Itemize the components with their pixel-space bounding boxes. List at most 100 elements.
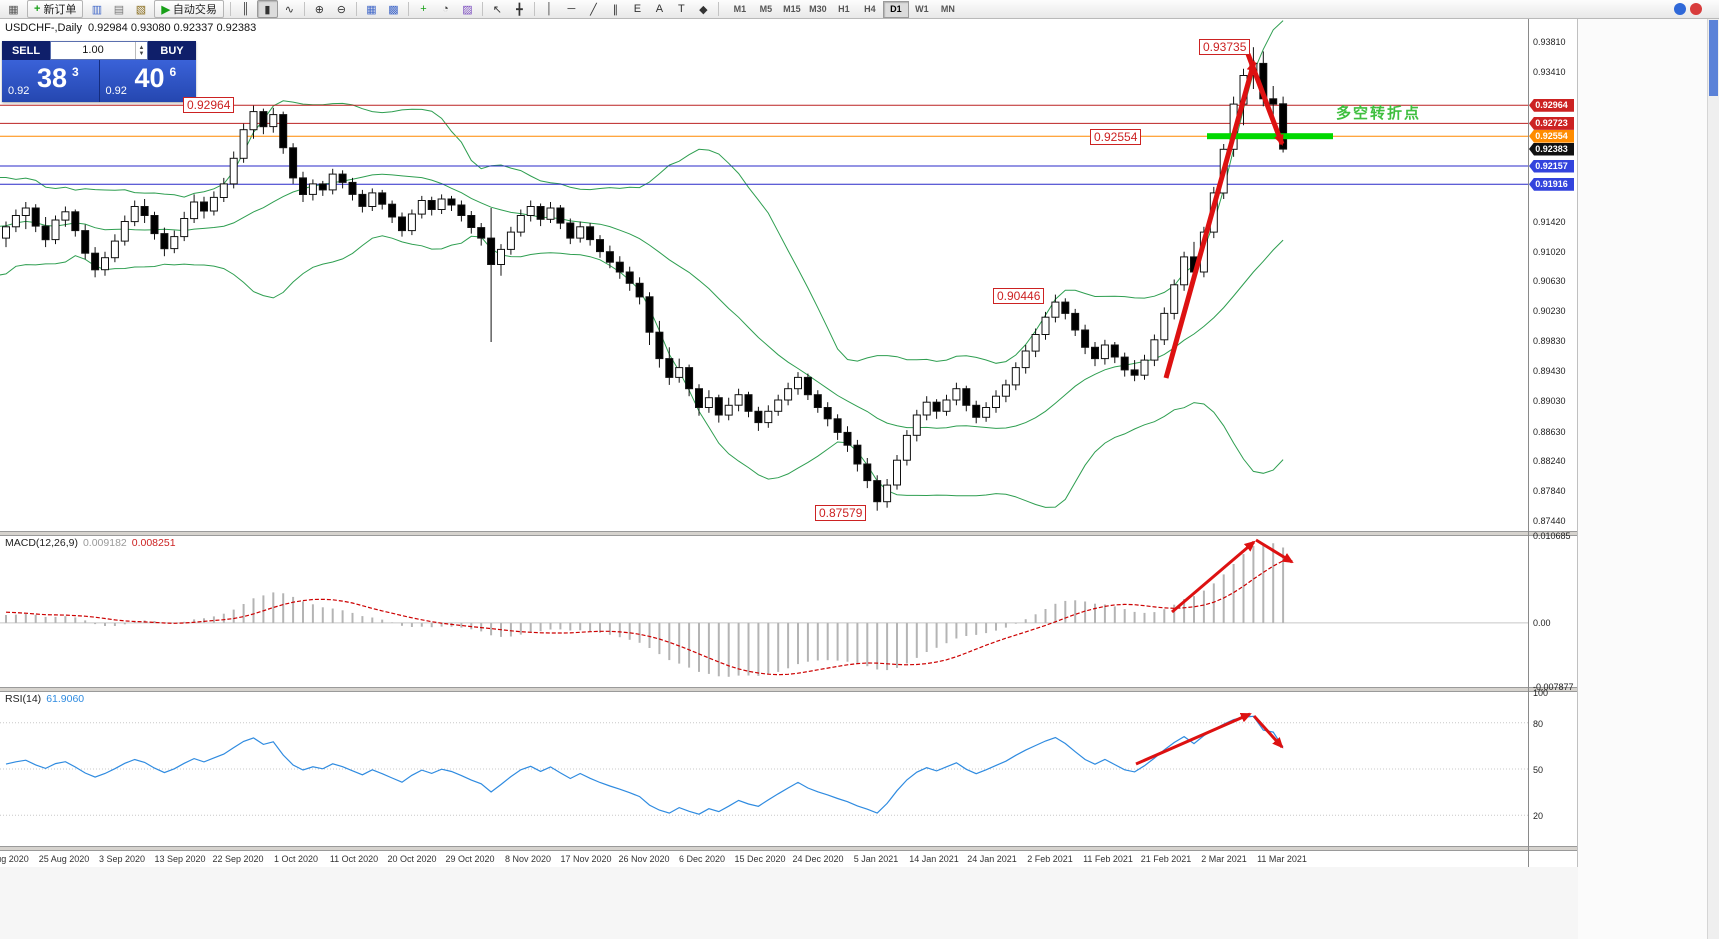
price-badge: 0.92964 [1529, 98, 1574, 112]
macd-axis-label: 0.010685 [1533, 531, 1571, 541]
price-badge: 0.92383 [1529, 142, 1574, 156]
date-label: 26 Nov 2020 [618, 854, 670, 864]
price-axis[interactable]: 0.93810 0.93410 0.91420 0.91020 0.90630 0.902… [1529, 0, 1576, 939]
text-label-icon[interactable]: T [678, 3, 685, 15]
rsi-value: 61.9060 [46, 693, 85, 705]
market-watch-icon[interactable]: ▥ [91, 3, 103, 16]
buy-price-tile[interactable]: 0.92 40 6 [99, 60, 196, 102]
price-callout[interactable]: 0.90446 [993, 288, 1045, 304]
macd-label: MACD(12,26,9) [5, 537, 78, 549]
price-callout[interactable]: 0.92554 [1090, 129, 1142, 145]
price-badge: 0.92554 [1529, 129, 1574, 143]
candlestick-chart-icon[interactable]: ▮ [256, 0, 278, 18]
date-label: 22 Sep 2020 [212, 854, 264, 864]
time-axis[interactable]: 5 Aug 2020 25 Aug 2020 3 Sep 2020 13 Sep 20… [0, 851, 1528, 867]
price-tick: 0.87840 [1533, 486, 1566, 497]
scrollbar-thumb[interactable] [1709, 20, 1718, 96]
chart-window[interactable] [0, 19, 1578, 867]
price-callout[interactable]: 0.93735 [1199, 39, 1251, 55]
sell-button[interactable]: SELL [2, 41, 50, 60]
timeframe-h4[interactable]: H4 [864, 4, 876, 14]
text-icon[interactable]: A [655, 3, 664, 15]
chart-title: USDCHF-,Daily 0.92984 0.93080 0.92337 0.9… [5, 22, 262, 34]
sell-price-big: 38 [37, 63, 68, 93]
bull-bear-turning-point-label[interactable]: 多空转折点 [1336, 105, 1422, 122]
new-order-button[interactable]: + 新订单 [27, 0, 84, 18]
timeframe-toolbar: M1 M5 M15 M30 H1 H4 D1 W1 MN [727, 0, 961, 18]
buy-price-big: 40 [134, 63, 165, 93]
workspace-background [1578, 19, 1719, 939]
vertical-line-icon[interactable]: │ [545, 3, 553, 15]
price-tick: 0.90630 [1533, 276, 1566, 287]
bar-chart-icon[interactable]: ║ [241, 3, 250, 15]
data-window-icon[interactable]: ▤ [113, 3, 125, 16]
templates-icon[interactable]: ▨ [462, 3, 473, 16]
date-label: 20 Oct 2020 [387, 854, 437, 864]
price-tick: 0.88630 [1533, 426, 1566, 437]
price-callout[interactable]: 0.92964 [183, 97, 235, 113]
rsi-label: RSI(14) [5, 693, 42, 705]
price-tick: 0.87440 [1533, 516, 1566, 527]
arrows-tool-icon[interactable]: ◆ [699, 3, 708, 16]
timeframe-m1[interactable]: M1 [733, 4, 747, 14]
timeframe-m15[interactable]: M15 [783, 4, 801, 14]
vertical-scrollbar[interactable] [1707, 19, 1719, 939]
trendline-icon[interactable]: ╱ [590, 3, 597, 16]
crosshair-icon[interactable]: ╋ [516, 3, 523, 16]
pane-divider-rsi[interactable] [0, 687, 1577, 692]
timeframe-m30[interactable]: M30 [809, 4, 827, 14]
volume-input[interactable]: 1.00 ▲ ▼ [50, 41, 148, 60]
trade-panel-prices: 0.92 38 3 0.92 40 6 [2, 60, 196, 102]
volume-spinner[interactable]: ▲ ▼ [135, 42, 147, 59]
cursor-icon[interactable]: ↖ [492, 3, 503, 16]
line-chart-icon[interactable]: ∿ [284, 3, 295, 16]
horizontal-line-icon[interactable]: ─ [567, 3, 576, 15]
price-tick: 0.89830 [1533, 336, 1566, 347]
date-label: 8 Nov 2020 [504, 854, 552, 864]
macd-signal-value: 0.008251 [131, 537, 176, 549]
price-tick: 0.89430 [1533, 366, 1566, 377]
timeframe-d1[interactable]: D1 [882, 0, 909, 18]
periods-icon[interactable]: ◔ [442, 3, 449, 15]
fibonacci-icon[interactable]: E [633, 3, 642, 15]
timeframe-w1[interactable]: W1 [915, 4, 929, 14]
buy-button[interactable]: BUY [148, 41, 196, 60]
equidistant-channel-icon[interactable]: ∥ [612, 3, 619, 16]
timeframe-h1[interactable]: H1 [838, 4, 850, 14]
timeframe-m5[interactable]: M5 [759, 4, 773, 14]
date-label: 1 Oct 2020 [273, 854, 319, 864]
navigator-icon[interactable]: ▧ [135, 3, 147, 16]
date-label: 11 Feb 2021 [1083, 854, 1133, 864]
symbol-timeframe-label: USDCHF-,Daily [5, 22, 82, 34]
macd-axis-label: -0.007877 [1533, 682, 1574, 692]
price-callout[interactable]: 0.87579 [815, 505, 867, 521]
price-tick: 0.88240 [1533, 455, 1566, 466]
zoom-out-icon[interactable]: ⊖ [336, 3, 347, 16]
autotrading-button[interactable]: ▶ 自动交易 [154, 0, 224, 18]
date-label: 6 Dec 2020 [678, 854, 726, 864]
tile-windows-icon[interactable]: ▦ [366, 3, 377, 16]
date-label: 14 Jan 2021 [909, 854, 959, 864]
rsi-axis-label: 20 [1533, 811, 1544, 822]
toolbar-separator [533, 2, 535, 16]
date-label: 29 Oct 2020 [445, 854, 495, 864]
news-icon[interactable] [1690, 3, 1702, 15]
zoom-in-icon[interactable]: ⊕ [314, 3, 325, 16]
toolbar-separator [481, 2, 483, 16]
toolbar-right [1674, 3, 1716, 15]
new-chart-icon[interactable]: ▦ [8, 3, 19, 16]
rsi-axis-label: 100 [1533, 688, 1549, 698]
community-icon[interactable] [1674, 3, 1686, 15]
auto-arrange-icon[interactable]: ▩ [388, 3, 399, 16]
date-label: 2 Feb 2021 [1027, 854, 1073, 864]
pane-divider-macd[interactable] [0, 531, 1577, 536]
indicators-icon[interactable]: + [420, 3, 427, 15]
price-badge: 0.92157 [1529, 159, 1574, 173]
price-axis-border [1528, 19, 1529, 867]
sell-price-tile[interactable]: 0.92 38 3 [2, 60, 100, 102]
price-tick: 0.91020 [1533, 246, 1566, 257]
spinner-down-icon[interactable]: ▼ [138, 50, 145, 57]
volume-value[interactable]: 1.00 [82, 44, 104, 56]
timeframe-mn[interactable]: MN [940, 4, 955, 14]
one-click-trading-panel: SELL 1.00 ▲ ▼ BUY 0.92 38 3 0.92 40 6 [2, 41, 196, 102]
